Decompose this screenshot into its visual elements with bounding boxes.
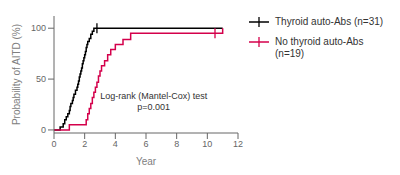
svg-text:0: 0: [41, 125, 46, 135]
svg-text:50: 50: [36, 74, 46, 84]
svg-text:6: 6: [143, 139, 148, 149]
svg-text:Year: Year: [136, 156, 157, 167]
html-text:No thyroid auto-Abs: No thyroid auto-Abs: [275, 36, 364, 47]
svg-text:10: 10: [202, 139, 212, 149]
svg-text:0: 0: [51, 139, 56, 149]
svg-text:12: 12: [233, 139, 243, 149]
svg-text:8: 8: [174, 139, 179, 149]
html-text:Thyroid auto-Abs (n=31): Thyroid auto-Abs (n=31): [275, 16, 384, 27]
svg-text:4: 4: [113, 139, 118, 149]
svg-text:Probability of AITD (%): Probability of AITD (%): [11, 24, 22, 125]
html-text:(n=19): (n=19): [275, 48, 305, 59]
svg-text:100: 100: [31, 23, 46, 33]
svg-text:Log-rank (Mantel-Cox) testp=0.: Log-rank (Mantel-Cox) testp=0.001: [100, 91, 208, 112]
svg-text:2: 2: [82, 139, 87, 149]
